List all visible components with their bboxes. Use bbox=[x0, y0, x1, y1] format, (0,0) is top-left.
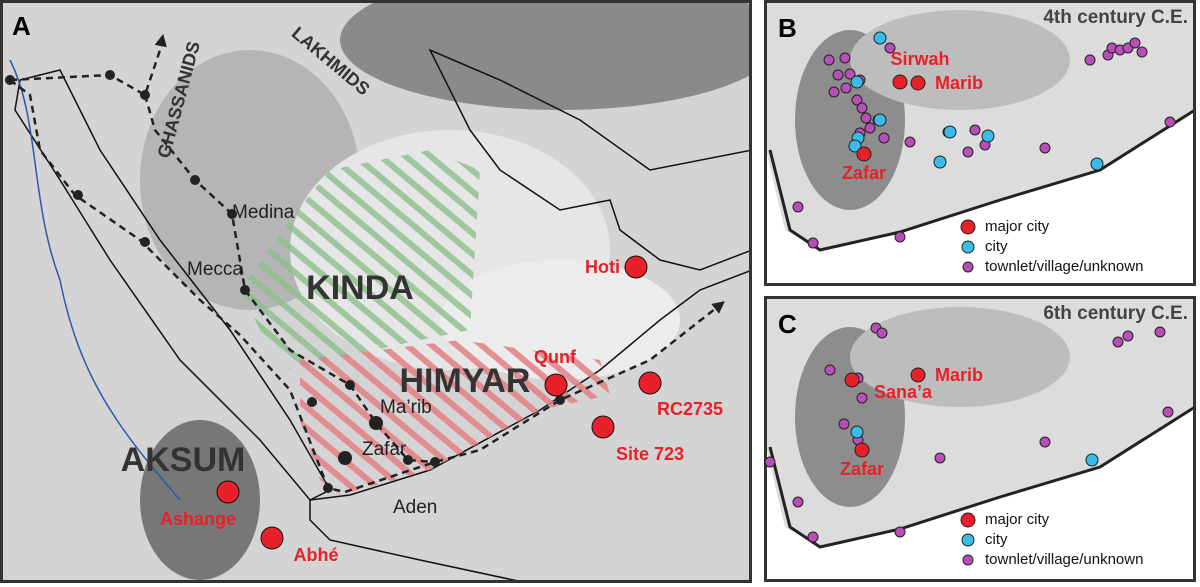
legend-swatch bbox=[960, 512, 976, 528]
legend-swatch bbox=[961, 533, 975, 547]
townlet-dot bbox=[792, 201, 804, 213]
city-dot bbox=[943, 125, 957, 139]
townlet-dot bbox=[1122, 330, 1134, 342]
city-label: Sirwah bbox=[890, 49, 949, 69]
panel-b-map bbox=[766, 3, 1194, 283]
major-city-dot bbox=[844, 372, 860, 388]
city-dot bbox=[873, 113, 887, 127]
city-label: Marib bbox=[935, 73, 983, 93]
major-city-dot bbox=[910, 367, 926, 383]
panel-b-frame bbox=[764, 0, 1196, 286]
townlet-dot bbox=[1164, 116, 1176, 128]
city-label: Zafar bbox=[842, 163, 886, 183]
panel-a-map bbox=[3, 3, 749, 580]
city-dot bbox=[850, 75, 864, 89]
townlet-dot bbox=[904, 136, 916, 148]
city-dot bbox=[850, 425, 864, 439]
site-label: Site 723 bbox=[616, 444, 684, 464]
panel-label: B bbox=[778, 13, 797, 43]
city-dot bbox=[1085, 453, 1099, 467]
legend-label: townlet/village/unknown bbox=[985, 551, 1143, 568]
panel-title: 6th century C.E. bbox=[1043, 303, 1188, 324]
legend-label: major city bbox=[985, 218, 1050, 235]
legend-label: city bbox=[985, 531, 1008, 548]
townlet-dot bbox=[838, 418, 850, 430]
legend-swatch bbox=[962, 554, 974, 566]
townlet-dot bbox=[878, 132, 890, 144]
townlet-dot bbox=[807, 531, 819, 543]
city-dot bbox=[933, 155, 947, 169]
panel-c-map bbox=[766, 299, 1194, 579]
townlet-dot bbox=[1136, 46, 1148, 58]
townlet-dot bbox=[844, 68, 856, 80]
townlet-dot bbox=[832, 69, 844, 81]
legend-swatch bbox=[960, 219, 976, 235]
townlet-dot bbox=[1112, 336, 1124, 348]
townlet-dot bbox=[823, 54, 835, 66]
townlet-dot bbox=[1039, 436, 1051, 448]
major-city-dot bbox=[892, 74, 908, 90]
site-label: Qunf bbox=[534, 347, 577, 367]
townlet-dot bbox=[792, 496, 804, 508]
region-label: KINDA bbox=[306, 269, 414, 307]
townlet-dot bbox=[851, 94, 863, 106]
site-label: Abhé bbox=[294, 545, 339, 565]
panel-a-frame bbox=[0, 0, 752, 583]
townlet-dot bbox=[807, 237, 819, 249]
city-label: Medina bbox=[232, 202, 295, 223]
panel-c-frame bbox=[764, 296, 1196, 582]
townlet-dot bbox=[856, 102, 868, 114]
major-city-dot bbox=[856, 146, 872, 162]
city-label: Zafar bbox=[840, 459, 884, 479]
townlet-dot bbox=[840, 82, 852, 94]
townlet-dot bbox=[969, 124, 981, 136]
townlet-dot bbox=[894, 526, 906, 538]
panel-label: C bbox=[778, 309, 797, 339]
panel-title: 4th century C.E. bbox=[1043, 7, 1188, 28]
townlet-dot bbox=[764, 456, 776, 468]
townlet-dot bbox=[934, 452, 946, 464]
townlet-dot bbox=[962, 146, 974, 158]
city-label: Aden bbox=[393, 497, 437, 518]
townlet-dot bbox=[1039, 142, 1051, 154]
city-label: Ma’rib bbox=[380, 397, 432, 418]
townlet-dot bbox=[1129, 37, 1141, 49]
site-label: Ashange bbox=[160, 509, 236, 529]
legend-label: major city bbox=[985, 511, 1050, 528]
townlet-dot bbox=[860, 112, 872, 124]
region-label: AKSUM bbox=[121, 441, 246, 479]
city-label: Zafar bbox=[362, 439, 407, 460]
city-dot bbox=[981, 129, 995, 143]
region-label: HIMYAR bbox=[400, 362, 531, 400]
city-dot bbox=[848, 139, 862, 153]
panel-label: A bbox=[12, 11, 31, 41]
site-label: RC2735 bbox=[657, 399, 723, 419]
legend-swatch bbox=[961, 240, 975, 254]
city-dot bbox=[1090, 157, 1104, 171]
legend-label: townlet/village/unknown bbox=[985, 258, 1143, 275]
settlement-dots bbox=[764, 31, 1176, 566]
major-city-dot bbox=[910, 75, 926, 91]
legend-swatch bbox=[962, 261, 974, 273]
townlet-dot bbox=[894, 231, 906, 243]
townlet-dot bbox=[824, 364, 836, 376]
city-label: Mecca bbox=[187, 259, 243, 280]
legend-label: city bbox=[985, 238, 1008, 255]
townlet-dot bbox=[864, 122, 876, 134]
city-label: Marib bbox=[935, 365, 983, 385]
townlet-dot bbox=[1084, 54, 1096, 66]
city-label: Sana’a bbox=[874, 382, 933, 402]
site-label: Hoti bbox=[585, 257, 620, 277]
major-city-dot bbox=[854, 442, 870, 458]
townlet-dot bbox=[1162, 406, 1174, 418]
townlet-dot bbox=[839, 52, 851, 64]
city-dot bbox=[873, 31, 887, 45]
townlet-dot bbox=[828, 86, 840, 98]
townlet-dot bbox=[856, 392, 868, 404]
townlet-dot bbox=[876, 327, 888, 339]
townlet-dot bbox=[1154, 326, 1166, 338]
townlet-dot bbox=[884, 42, 896, 54]
